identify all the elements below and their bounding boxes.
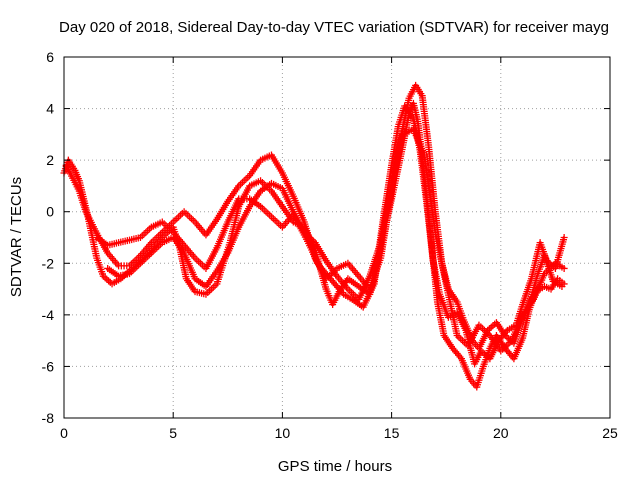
axis-ticks <box>63 56 611 419</box>
x-axis-label: GPS time / hours <box>278 458 392 475</box>
y-axis-label: SDTVAR / TECUs <box>8 177 25 297</box>
gridlines <box>64 57 610 418</box>
y-tick-label: -8 <box>42 410 55 426</box>
x-tick-label: 5 <box>169 425 177 441</box>
x-tick-label: 20 <box>493 425 509 441</box>
x-tick-label: 0 <box>60 425 68 441</box>
y-tick-labels: -8 -6 -4 -2 0 2 4 6 <box>42 49 55 426</box>
chart-title: Day 020 of 2018, Sidereal Day-to-day VTE… <box>59 19 609 36</box>
y-tick-label: 6 <box>46 49 54 65</box>
plot-frame <box>63 56 611 419</box>
y-tick-label: 0 <box>46 204 54 220</box>
y-tick-label: 2 <box>46 152 54 168</box>
x-tick-label: 25 <box>602 425 618 441</box>
data-points <box>60 81 568 391</box>
x-tick-labels: 0 5 10 15 20 25 <box>60 425 618 441</box>
data-point <box>560 264 568 272</box>
data-point <box>560 234 568 241</box>
x-tick-label: 10 <box>275 425 291 441</box>
y-tick-label: 4 <box>46 101 54 117</box>
data-point <box>558 282 566 290</box>
y-tick-label: -2 <box>42 255 55 271</box>
y-tick-label: -6 <box>42 358 55 374</box>
y-tick-label: -4 <box>42 307 55 323</box>
x-tick-label: 15 <box>384 425 400 441</box>
